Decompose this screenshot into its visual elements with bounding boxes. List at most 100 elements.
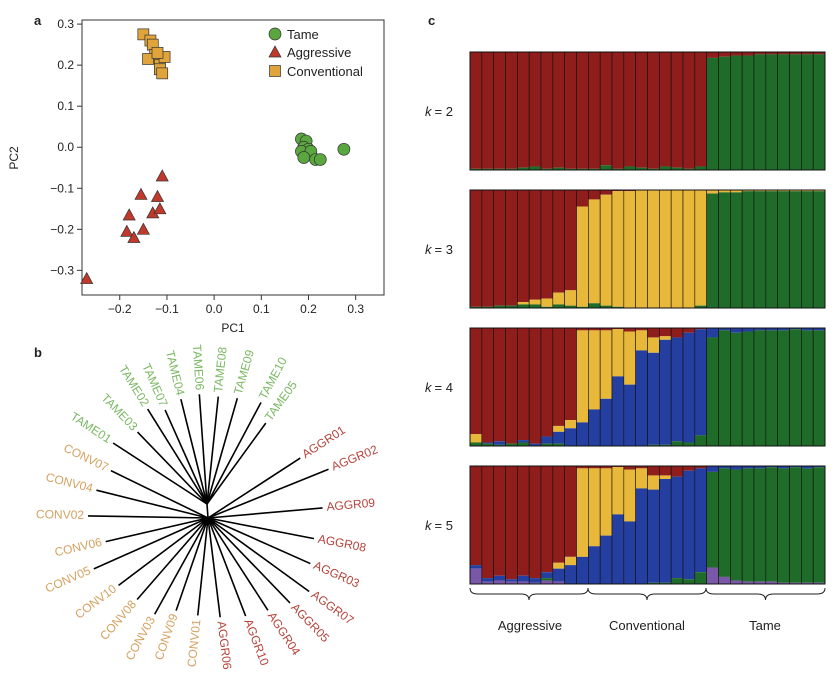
point-conventional xyxy=(142,53,154,65)
bar-segment xyxy=(718,330,731,446)
bar-segment xyxy=(576,306,589,308)
bar-segment xyxy=(588,303,601,308)
bar-segment xyxy=(635,488,648,584)
bar-segment xyxy=(754,54,766,170)
bar-segment xyxy=(623,384,636,446)
bar-segment xyxy=(612,329,624,377)
bar-segment xyxy=(564,565,577,584)
bar-segment xyxy=(517,328,530,441)
bar-segment xyxy=(730,55,743,170)
bar-segment xyxy=(706,193,719,308)
bar-segment xyxy=(505,579,518,582)
bar-segment xyxy=(541,572,553,579)
bar-segment xyxy=(754,468,766,582)
bar-segment xyxy=(600,328,612,331)
tree-branch xyxy=(96,489,209,519)
group-brace xyxy=(469,587,589,601)
bar-segment xyxy=(694,166,707,170)
bar-segment xyxy=(706,471,719,568)
bar-segment xyxy=(493,328,506,442)
bar-segment xyxy=(529,328,541,444)
k-symbol: k xyxy=(425,380,433,395)
bar-segment xyxy=(765,330,778,446)
admixture-k5 xyxy=(469,465,826,585)
bar-segment xyxy=(671,578,683,584)
y-tick-label: 0.2 xyxy=(57,58,74,72)
bar-segment xyxy=(529,166,541,170)
bar-segment xyxy=(505,52,518,169)
bar-segment xyxy=(517,52,530,168)
group-label-conventional: Conventional xyxy=(609,618,685,633)
y-tick-label: 0.3 xyxy=(57,17,74,31)
bar-segment xyxy=(600,190,612,195)
bar-segment xyxy=(517,190,530,303)
bar-segment xyxy=(706,337,719,446)
bar-segment xyxy=(600,330,612,399)
bar-segment xyxy=(505,168,518,170)
tree-leaf-label: AGGR03 xyxy=(311,558,361,591)
bar-segment xyxy=(576,466,589,469)
bar-segment xyxy=(600,398,612,446)
bar-segment xyxy=(777,328,790,331)
bar-segment xyxy=(623,190,636,192)
bar-segment xyxy=(647,337,660,353)
bar-segment xyxy=(671,466,683,477)
point-aggressive xyxy=(150,189,165,202)
admixture-bars xyxy=(469,51,826,585)
bar-segment xyxy=(671,190,683,308)
bar-segment xyxy=(529,582,541,584)
point-tame xyxy=(313,153,327,166)
scatter-points xyxy=(80,28,351,284)
bar-segment xyxy=(612,190,624,192)
legend-marker-conventional xyxy=(269,65,281,77)
bar-segment xyxy=(517,581,530,584)
bar-segment xyxy=(765,54,778,170)
k-symbol: k xyxy=(425,104,433,119)
group-braces xyxy=(469,587,826,601)
tree-branch xyxy=(198,394,208,505)
bar-segment xyxy=(789,191,802,308)
bar-segment xyxy=(470,52,482,169)
legend-label-aggressive: Aggressive xyxy=(287,45,351,60)
bar-segment xyxy=(541,580,553,584)
bar-segment xyxy=(813,330,825,446)
bar-segment xyxy=(576,468,589,557)
bar-segment xyxy=(612,168,624,170)
bar-segment xyxy=(659,190,672,308)
bar-segment xyxy=(529,304,541,308)
bar-segment xyxy=(813,54,825,170)
bar-segment xyxy=(517,302,530,305)
bar-segment xyxy=(789,54,802,170)
bar-segment xyxy=(564,328,577,421)
bar-segment xyxy=(694,466,707,469)
bar-segment xyxy=(742,328,754,332)
bar-segment xyxy=(564,305,577,308)
bar-segment xyxy=(671,328,683,338)
tree-branch xyxy=(207,517,221,618)
bar-segment xyxy=(552,466,565,563)
bar-segment xyxy=(517,575,530,582)
bar-segment xyxy=(647,352,660,445)
bar-segment xyxy=(777,468,790,583)
bar-segment xyxy=(777,52,790,55)
bar-segment xyxy=(765,191,778,308)
bar-segment xyxy=(777,466,790,469)
bar-segment xyxy=(659,166,672,170)
admixture-frame xyxy=(469,51,826,171)
bar-segment xyxy=(612,191,624,307)
bar-segment xyxy=(765,52,778,55)
point-aggressive xyxy=(122,208,136,221)
bar-segment xyxy=(777,191,790,308)
bar-segment xyxy=(742,55,754,170)
bar-segment xyxy=(588,409,601,446)
k-label: k = 4 xyxy=(425,380,453,395)
bar-segment xyxy=(718,576,731,584)
group-brace xyxy=(587,587,707,601)
scatter-legend: Tame Aggressive Conventional xyxy=(268,27,363,79)
point-tame xyxy=(297,151,311,164)
bar-segment xyxy=(517,466,530,576)
y-axis-label: PC2 xyxy=(7,146,21,170)
bar-segment xyxy=(813,467,825,583)
bar-segment xyxy=(541,306,553,308)
bar-segment xyxy=(505,581,518,584)
